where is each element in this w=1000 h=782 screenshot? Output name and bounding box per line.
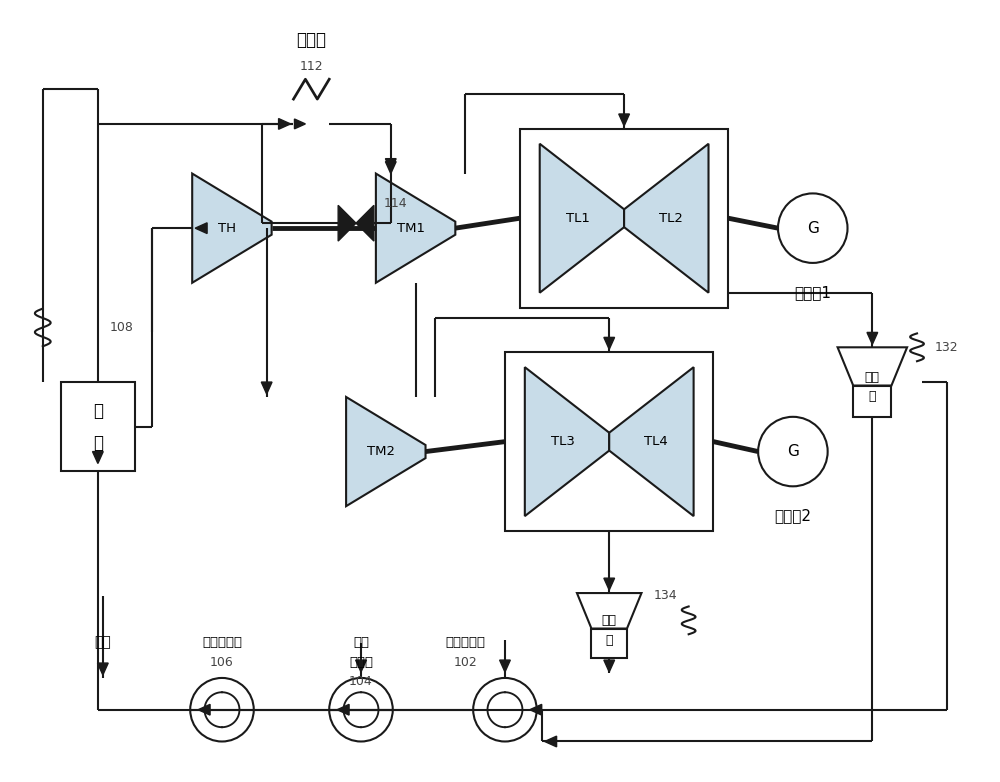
Text: 112: 112 bbox=[300, 60, 323, 73]
Text: 器: 器 bbox=[605, 633, 613, 647]
Polygon shape bbox=[356, 660, 366, 672]
Polygon shape bbox=[525, 368, 609, 516]
Bar bbox=[61, 382, 135, 472]
Polygon shape bbox=[338, 206, 356, 241]
Text: G: G bbox=[787, 444, 799, 459]
Text: 108: 108 bbox=[110, 321, 134, 334]
Polygon shape bbox=[356, 206, 374, 241]
Text: TL2: TL2 bbox=[659, 212, 682, 224]
Polygon shape bbox=[604, 578, 615, 590]
Bar bbox=[520, 129, 728, 307]
Polygon shape bbox=[376, 174, 455, 283]
Polygon shape bbox=[192, 174, 272, 283]
Polygon shape bbox=[346, 397, 426, 506]
Text: 抒汽: 抒汽 bbox=[94, 635, 111, 649]
Text: 给水泵: 给水泵 bbox=[349, 655, 373, 669]
Text: TL3: TL3 bbox=[551, 435, 575, 448]
Polygon shape bbox=[604, 337, 615, 350]
Text: 高压加热器: 高压加热器 bbox=[202, 636, 242, 649]
Polygon shape bbox=[838, 347, 907, 386]
Text: TH: TH bbox=[218, 221, 236, 235]
Bar bbox=[505, 352, 713, 531]
Text: TM1: TM1 bbox=[397, 221, 425, 235]
Polygon shape bbox=[279, 119, 290, 129]
Circle shape bbox=[190, 678, 254, 741]
Text: 发电机2: 发电机2 bbox=[774, 508, 811, 524]
Polygon shape bbox=[577, 593, 641, 629]
Polygon shape bbox=[545, 736, 557, 747]
Text: 114: 114 bbox=[384, 197, 407, 210]
Text: 凝汽: 凝汽 bbox=[602, 614, 617, 627]
Polygon shape bbox=[385, 162, 396, 174]
Text: 106: 106 bbox=[210, 655, 234, 669]
Polygon shape bbox=[294, 119, 305, 129]
Text: G: G bbox=[807, 221, 819, 235]
Polygon shape bbox=[530, 705, 542, 715]
Circle shape bbox=[778, 193, 848, 263]
Polygon shape bbox=[198, 705, 210, 715]
Text: 抒汽: 抒汽 bbox=[353, 636, 369, 649]
Text: 134: 134 bbox=[654, 589, 678, 602]
Polygon shape bbox=[624, 144, 709, 292]
Polygon shape bbox=[261, 382, 272, 394]
Text: 再热器: 再热器 bbox=[296, 30, 326, 48]
Polygon shape bbox=[385, 159, 396, 170]
Polygon shape bbox=[609, 368, 694, 516]
Polygon shape bbox=[97, 663, 108, 675]
Bar bbox=[853, 386, 891, 417]
Circle shape bbox=[329, 678, 393, 741]
Text: 发电机1: 发电机1 bbox=[794, 285, 831, 300]
Text: 104: 104 bbox=[349, 676, 373, 688]
Text: 炉: 炉 bbox=[93, 434, 103, 452]
Polygon shape bbox=[540, 144, 624, 292]
Polygon shape bbox=[337, 705, 349, 715]
Text: TL1: TL1 bbox=[566, 212, 590, 224]
Text: 锅: 锅 bbox=[93, 402, 103, 420]
Polygon shape bbox=[867, 332, 878, 344]
Text: 凝汽: 凝汽 bbox=[865, 371, 880, 384]
Text: 102: 102 bbox=[453, 655, 477, 669]
Bar bbox=[591, 629, 627, 658]
Polygon shape bbox=[93, 451, 103, 464]
Text: TM2: TM2 bbox=[367, 445, 395, 458]
Text: 132: 132 bbox=[935, 341, 959, 353]
Circle shape bbox=[758, 417, 828, 486]
Circle shape bbox=[473, 678, 537, 741]
Polygon shape bbox=[604, 660, 615, 672]
Text: 低压加热器: 低压加热器 bbox=[445, 636, 485, 649]
Text: 器: 器 bbox=[869, 390, 876, 404]
Polygon shape bbox=[500, 660, 510, 672]
Polygon shape bbox=[619, 114, 629, 126]
Text: TL4: TL4 bbox=[644, 435, 668, 448]
Polygon shape bbox=[195, 223, 207, 234]
